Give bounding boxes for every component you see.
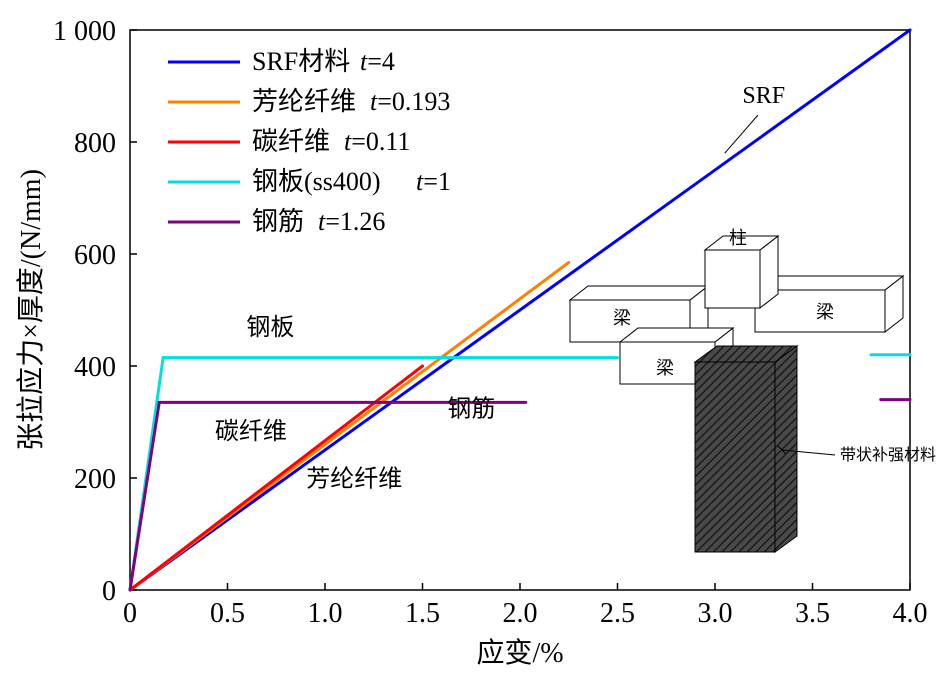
x-tick-label: 3.5	[795, 598, 830, 629]
x-axis-label: 应变/%	[476, 637, 563, 669]
legend-label: 钢筋	[252, 207, 304, 236]
x-tick-label: 2.5	[600, 598, 635, 629]
y-tick-label: 1 000	[53, 16, 116, 47]
x-tick-label: 2.0	[503, 598, 538, 629]
x-tick-label: 0.5	[210, 598, 245, 629]
box-side	[775, 346, 797, 552]
legend-param: t=1.26	[318, 207, 385, 236]
x-tick-label: 1.0	[308, 598, 343, 629]
diagram-label: 梁	[656, 358, 674, 378]
box-front	[705, 250, 760, 308]
diagram-label: 柱	[729, 228, 747, 248]
legend-param: t=1	[416, 167, 451, 196]
x-tick-label: 4.0	[893, 598, 928, 629]
x-tick-label: 0	[123, 598, 137, 629]
y-tick-label: 200	[74, 464, 116, 495]
diagram-label-reinforce: 带状补强材料	[840, 446, 936, 464]
x-tick-label: 1.5	[405, 598, 440, 629]
legend-label: SRF材料	[252, 47, 350, 76]
series-annotation: 芳纶纤维	[306, 465, 402, 492]
y-tick-label: 800	[74, 128, 116, 159]
box-top	[570, 286, 708, 300]
legend-param: t=0.11	[344, 127, 410, 156]
series-annotation: 碳纤维	[215, 418, 287, 445]
y-tick-label: 400	[74, 352, 116, 383]
y-tick-label: 600	[74, 240, 116, 271]
box-front	[695, 362, 775, 552]
chart-container: 0 0.5 1.0 1.5 2.0 2.5 3.0 3.5 4.0 0 200 400 600 800 1 …	[0, 0, 949, 695]
chart-svg: 0 0.5 1.0 1.5 2.0 2.5 3.0 3.5 4.0 0 200 400 600 800 1 …	[0, 0, 949, 695]
legend-label: 碳纤维	[252, 127, 330, 156]
series-annotation: 钢筋	[447, 395, 495, 422]
diagram-label: 梁	[816, 302, 834, 322]
diagram-label: 梁	[613, 308, 631, 328]
legend-label: 芳纶纤维	[252, 87, 356, 116]
x-tick-label: 3.0	[698, 598, 733, 629]
legend-param: t=4	[360, 47, 395, 76]
series-annotation: SRF	[742, 83, 785, 109]
series-annotation: 钢板	[246, 314, 294, 341]
y-axis-label: 张拉应力×厚度/(N/mm)	[15, 169, 47, 451]
y-tick-label: 0	[102, 576, 116, 607]
box-top	[620, 328, 733, 342]
legend-param: t=0.193	[370, 87, 450, 116]
legend-label: 钢板(ss400)	[252, 167, 381, 196]
